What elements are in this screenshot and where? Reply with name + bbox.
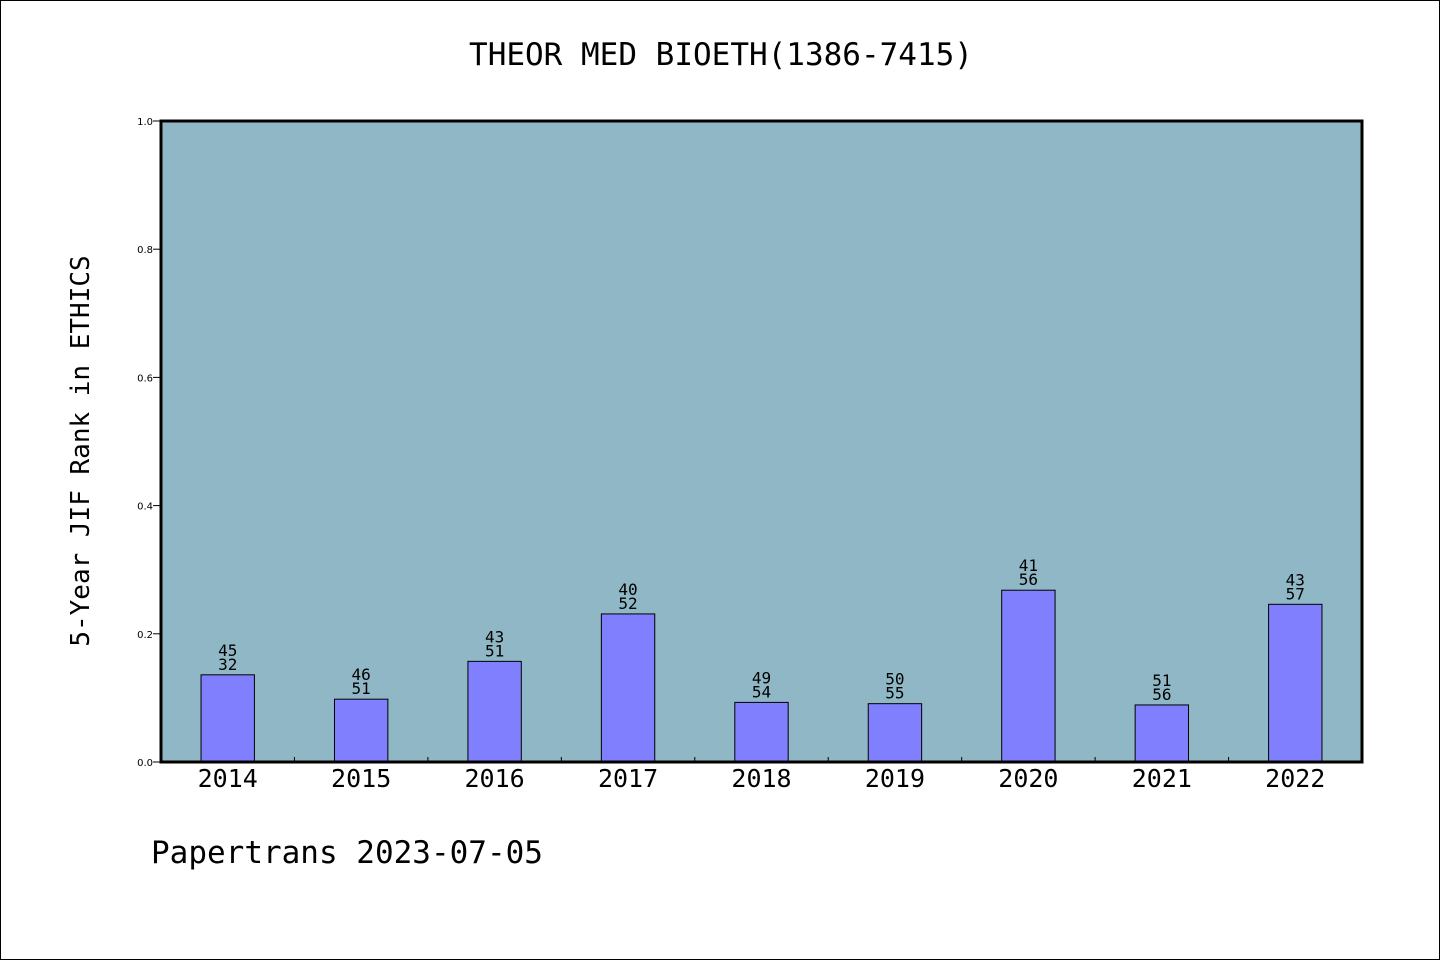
x-tick-label: 2015 <box>331 764 391 793</box>
x-tick-label: 2014 <box>198 764 258 793</box>
x-tick-label: 2016 <box>465 764 525 793</box>
bar-rank-label: 49 <box>752 668 771 687</box>
bar <box>1268 603 1323 763</box>
bar <box>734 701 789 763</box>
x-tick-label: 2019 <box>865 764 925 793</box>
x-tick-label: 2021 <box>1132 764 1192 793</box>
y-tick-label: 0.2 <box>137 630 153 641</box>
bar-rank-label: 41 <box>1019 556 1038 575</box>
x-tick-label: 2017 <box>598 764 658 793</box>
bar-rank-label: 45 <box>218 641 237 660</box>
bar <box>1001 589 1056 763</box>
bar-total-label: 52 <box>618 594 637 613</box>
bar <box>1134 704 1190 763</box>
bar <box>867 703 923 763</box>
y-tick-label: 0.4 <box>137 502 153 513</box>
y-tick-label: 0.8 <box>137 245 153 256</box>
bar-total-label: 32 <box>218 655 237 674</box>
x-tick-label: 2020 <box>998 764 1058 793</box>
bar-total-label: 51 <box>485 641 504 660</box>
bar-rank-label: 46 <box>352 665 371 684</box>
y-tick-label: 0.0 <box>137 758 153 769</box>
x-tick-label: 2022 <box>1265 764 1325 793</box>
plot-area <box>161 121 1362 762</box>
bar <box>600 613 656 763</box>
bar-total-label: 55 <box>885 684 904 703</box>
bar-rank-label: 43 <box>1286 570 1305 589</box>
bar-total-label: 51 <box>352 679 371 698</box>
x-tick-label: 2018 <box>731 764 791 793</box>
y-tick-label: 1.0 <box>137 117 153 128</box>
footer-credit: Papertrans 2023-07-05 <box>151 835 543 871</box>
bar-rank-label: 50 <box>885 670 904 689</box>
bar <box>200 674 255 763</box>
bar <box>333 698 389 763</box>
bar-rank-label: 43 <box>485 627 504 646</box>
bar-total-label: 56 <box>1019 570 1038 589</box>
bar-total-label: 56 <box>1152 685 1171 704</box>
bar <box>467 660 522 763</box>
y-tick-label: 0.6 <box>137 373 153 384</box>
bar-rank-label: 40 <box>618 580 637 599</box>
bar-rank-label: 51 <box>1152 671 1171 690</box>
plot-border <box>159 119 1364 764</box>
bar-total-label: 54 <box>752 682 771 701</box>
bar-total-label: 57 <box>1286 584 1305 603</box>
chart-title: THEOR MED BIOETH(1386-7415) <box>469 37 973 73</box>
